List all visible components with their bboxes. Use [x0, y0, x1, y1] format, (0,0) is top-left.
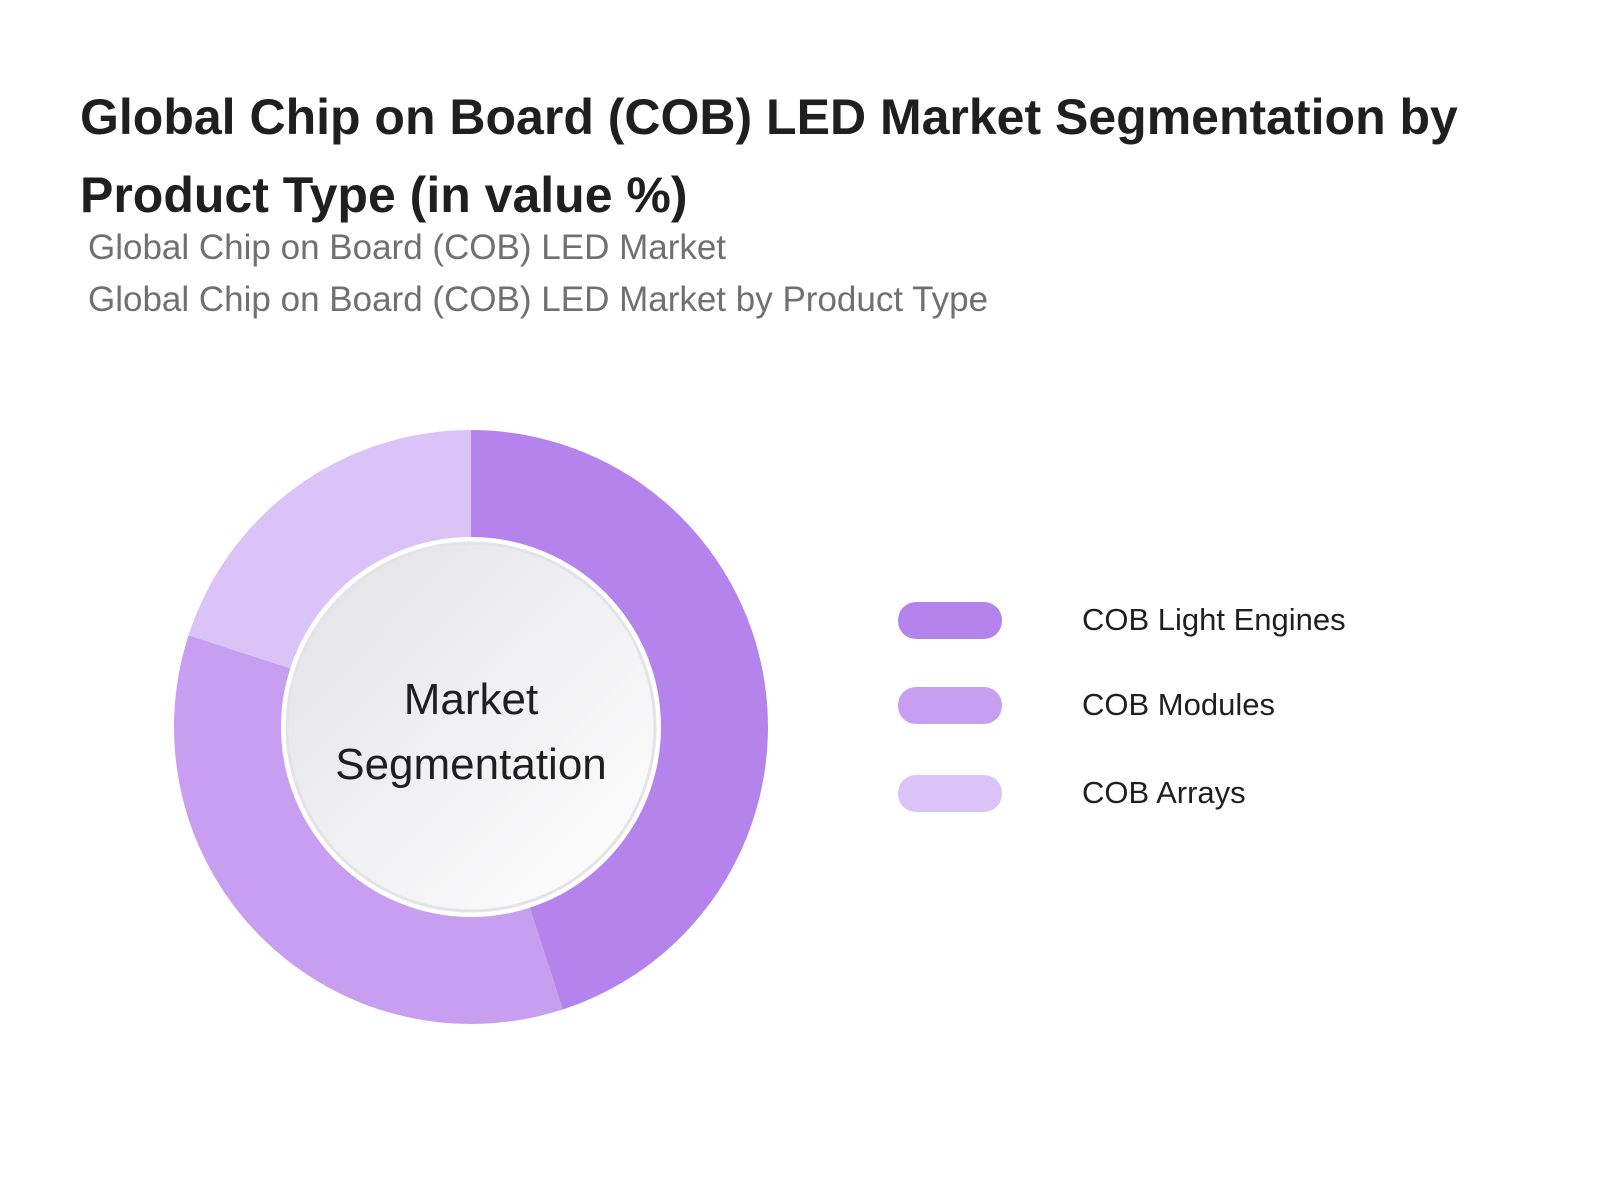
- subtitle-product-type: Global Chip on Board (COB) LED Market by…: [88, 280, 989, 319]
- center-label-line-1: Market: [403, 675, 539, 724]
- center-label-line-2: Segmentation: [335, 740, 607, 789]
- legend-swatch: [898, 687, 1002, 724]
- legend-swatch: [898, 602, 1002, 639]
- legend-swatch: [898, 775, 1002, 812]
- subtitle-market: Global Chip on Board (COB) LED Market: [88, 228, 727, 267]
- legend-label: COB Arrays: [1082, 775, 1246, 810]
- legend-item-cob-modules[interactable]: COB Modules: [898, 683, 1498, 727]
- chart-title: Global Chip on Board (COB) LED Market Se…: [80, 89, 1458, 223]
- legend-item-cob-arrays[interactable]: COB Arrays: [898, 771, 1498, 815]
- legend-label: COB Light Engines: [1082, 602, 1346, 637]
- legend-item-cob-light-engines[interactable]: COB Light Engines: [898, 598, 1498, 642]
- donut-hub: [285, 541, 657, 913]
- legend-label: COB Modules: [1082, 687, 1275, 722]
